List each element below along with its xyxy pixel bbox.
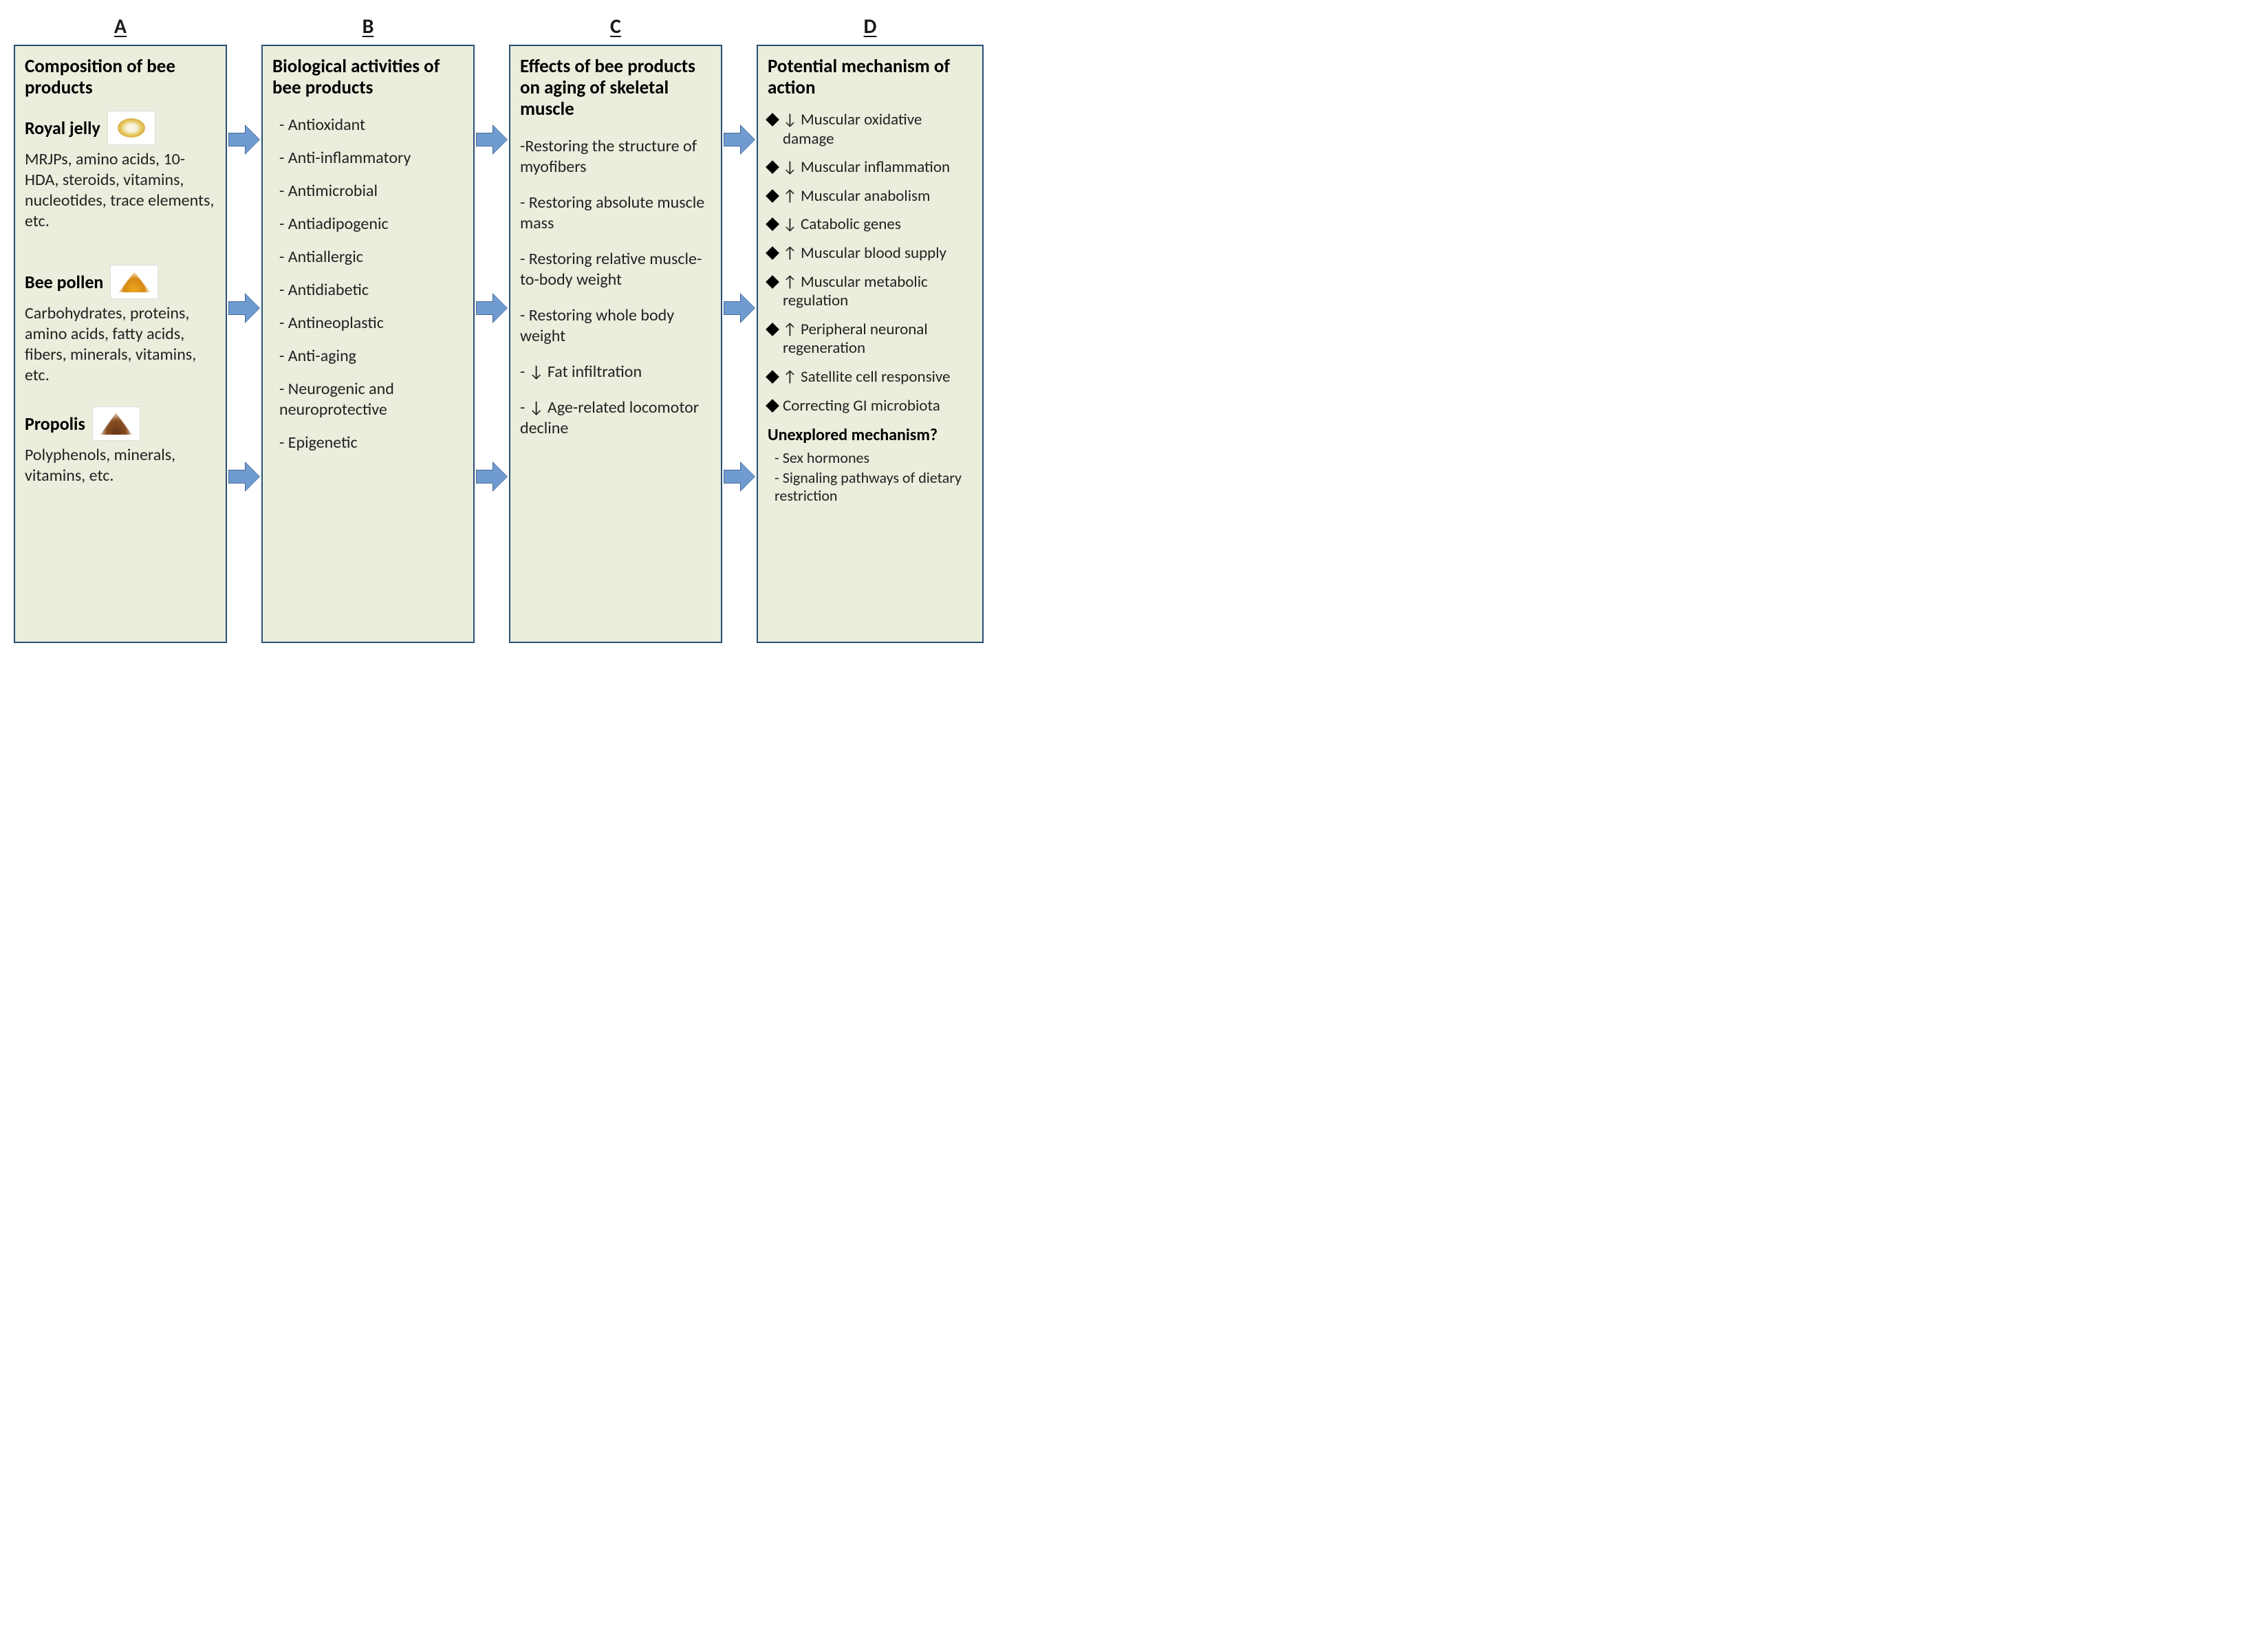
list-item: - Antidiabetic [279, 280, 464, 301]
arrows-b-c [475, 14, 509, 643]
bee-pollen-icon [110, 265, 158, 299]
list-item: ↑ Satellite cell responsive [768, 368, 973, 387]
panel-c-title: Effects of bee products on aging of skel… [520, 56, 711, 120]
list-item: - Antioxidant [279, 115, 464, 135]
list-item: - Epigenetic [279, 433, 464, 453]
column-a-label: A [114, 14, 127, 39]
column-c: C Effects of bee products on aging of sk… [509, 14, 722, 643]
royal-jelly-icon [107, 111, 155, 145]
column-a: A Composition of bee products Royal jell… [14, 14, 227, 643]
list-item: - Sex hormones [768, 449, 973, 467]
diamond-icon [766, 323, 779, 336]
arrow-icon [476, 294, 508, 322]
list-item: - Antiadipogenic [279, 214, 464, 235]
list-item: ↓ Muscular oxidative damage [768, 111, 973, 149]
diamond-icon [766, 275, 779, 289]
section-bee-pollen: Bee pollen [25, 265, 216, 299]
column-b-label: B [362, 14, 374, 39]
column-d-label: D [864, 14, 877, 39]
arrow-icon [228, 463, 260, 490]
panel-d-sublist: - Sex hormones - Signaling pathways of d… [768, 449, 973, 505]
list-item: - Antimicrobial [279, 181, 464, 202]
list-item: - Anti-aging [279, 346, 464, 367]
panel-d-question: Unexplored mechanism? [768, 425, 973, 445]
list-item: -Restoring the structure of myofibers [520, 136, 711, 177]
panel-c: Effects of bee products on aging of skel… [509, 45, 722, 643]
propolis-icon [92, 406, 140, 441]
section-propolis-desc: Polyphenols, minerals, vitamins, etc. [25, 445, 216, 486]
column-c-label: C [610, 14, 621, 39]
arrow-icon [228, 294, 260, 322]
diamond-icon [766, 218, 779, 232]
column-d: D Potential mechanism of action ↓ Muscul… [757, 14, 984, 643]
arrow-icon [724, 294, 755, 322]
arrows-c-d [722, 14, 757, 643]
list-item: ↑ Muscular metabolic regulation [768, 273, 973, 311]
diamond-icon [766, 399, 779, 413]
diamond-icon [766, 189, 779, 203]
list-item: - ↓ Fat infiltration [520, 362, 711, 382]
section-propolis-name: Propolis [25, 413, 85, 435]
list-item: - Antiallergic [279, 247, 464, 268]
list-item: Correcting GI microbiota [768, 397, 973, 416]
section-royal-jelly-name: Royal jelly [25, 117, 100, 139]
list-item: - ↓ Age-related locomotor decline [520, 398, 711, 439]
column-b: B Biological activities of bee products … [261, 14, 475, 643]
arrows-a-b [227, 14, 261, 643]
arrow-icon [476, 126, 508, 153]
section-propolis: Propolis [25, 406, 216, 441]
list-item: - Signaling pathways of dietary restrict… [768, 469, 973, 506]
section-bee-pollen-desc: Carbohydrates, proteins, amino acids, fa… [25, 303, 216, 386]
section-royal-jelly: Royal jelly [25, 111, 216, 145]
list-item: ↑ Muscular blood supply [768, 244, 973, 263]
list-item: - Restoring relative muscle-to-body weig… [520, 249, 711, 290]
diamond-icon [766, 370, 779, 384]
list-item: ↑ Peripheral neuronal regeneration [768, 320, 973, 358]
section-royal-jelly-desc: MRJPs, amino acids, 10-HDA, steroids, vi… [25, 149, 216, 232]
panel-b-list: - Antioxidant - Anti-inflammatory - Anti… [272, 111, 464, 453]
list-item: - Antineoplastic [279, 313, 464, 334]
arrow-icon [724, 463, 755, 490]
list-item: - Neurogenic and neuroprotective [279, 379, 464, 420]
bee-products-diagram: A Composition of bee products Royal jell… [14, 14, 1114, 643]
diamond-icon [766, 160, 779, 174]
arrow-icon [724, 126, 755, 153]
panel-a: Composition of bee products Royal jelly … [14, 45, 227, 643]
list-item: ↑ Muscular anabolism [768, 187, 973, 206]
panel-d-title: Potential mechanism of action [768, 56, 973, 98]
panel-d-list: ↓ Muscular oxidative damage ↓ Muscular i… [768, 111, 973, 415]
panel-d: Potential mechanism of action ↓ Muscular… [757, 45, 984, 643]
arrow-icon [228, 126, 260, 153]
panel-b: Biological activities of bee products - … [261, 45, 475, 643]
panel-b-title: Biological activities of bee products [272, 56, 464, 98]
diamond-icon [766, 246, 779, 260]
arrow-icon [476, 463, 508, 490]
list-item: - Restoring whole body weight [520, 305, 711, 347]
list-item: ↓ Muscular inflammation [768, 158, 973, 177]
list-item: - Anti-inflammatory [279, 148, 464, 169]
diamond-icon [766, 113, 779, 127]
section-bee-pollen-name: Bee pollen [25, 271, 103, 293]
list-item: - Restoring absolute muscle mass [520, 193, 711, 234]
panel-a-title: Composition of bee products [25, 56, 216, 98]
panel-c-list: -Restoring the structure of myofibers - … [520, 132, 711, 439]
list-item: ↓ Catabolic genes [768, 215, 973, 235]
